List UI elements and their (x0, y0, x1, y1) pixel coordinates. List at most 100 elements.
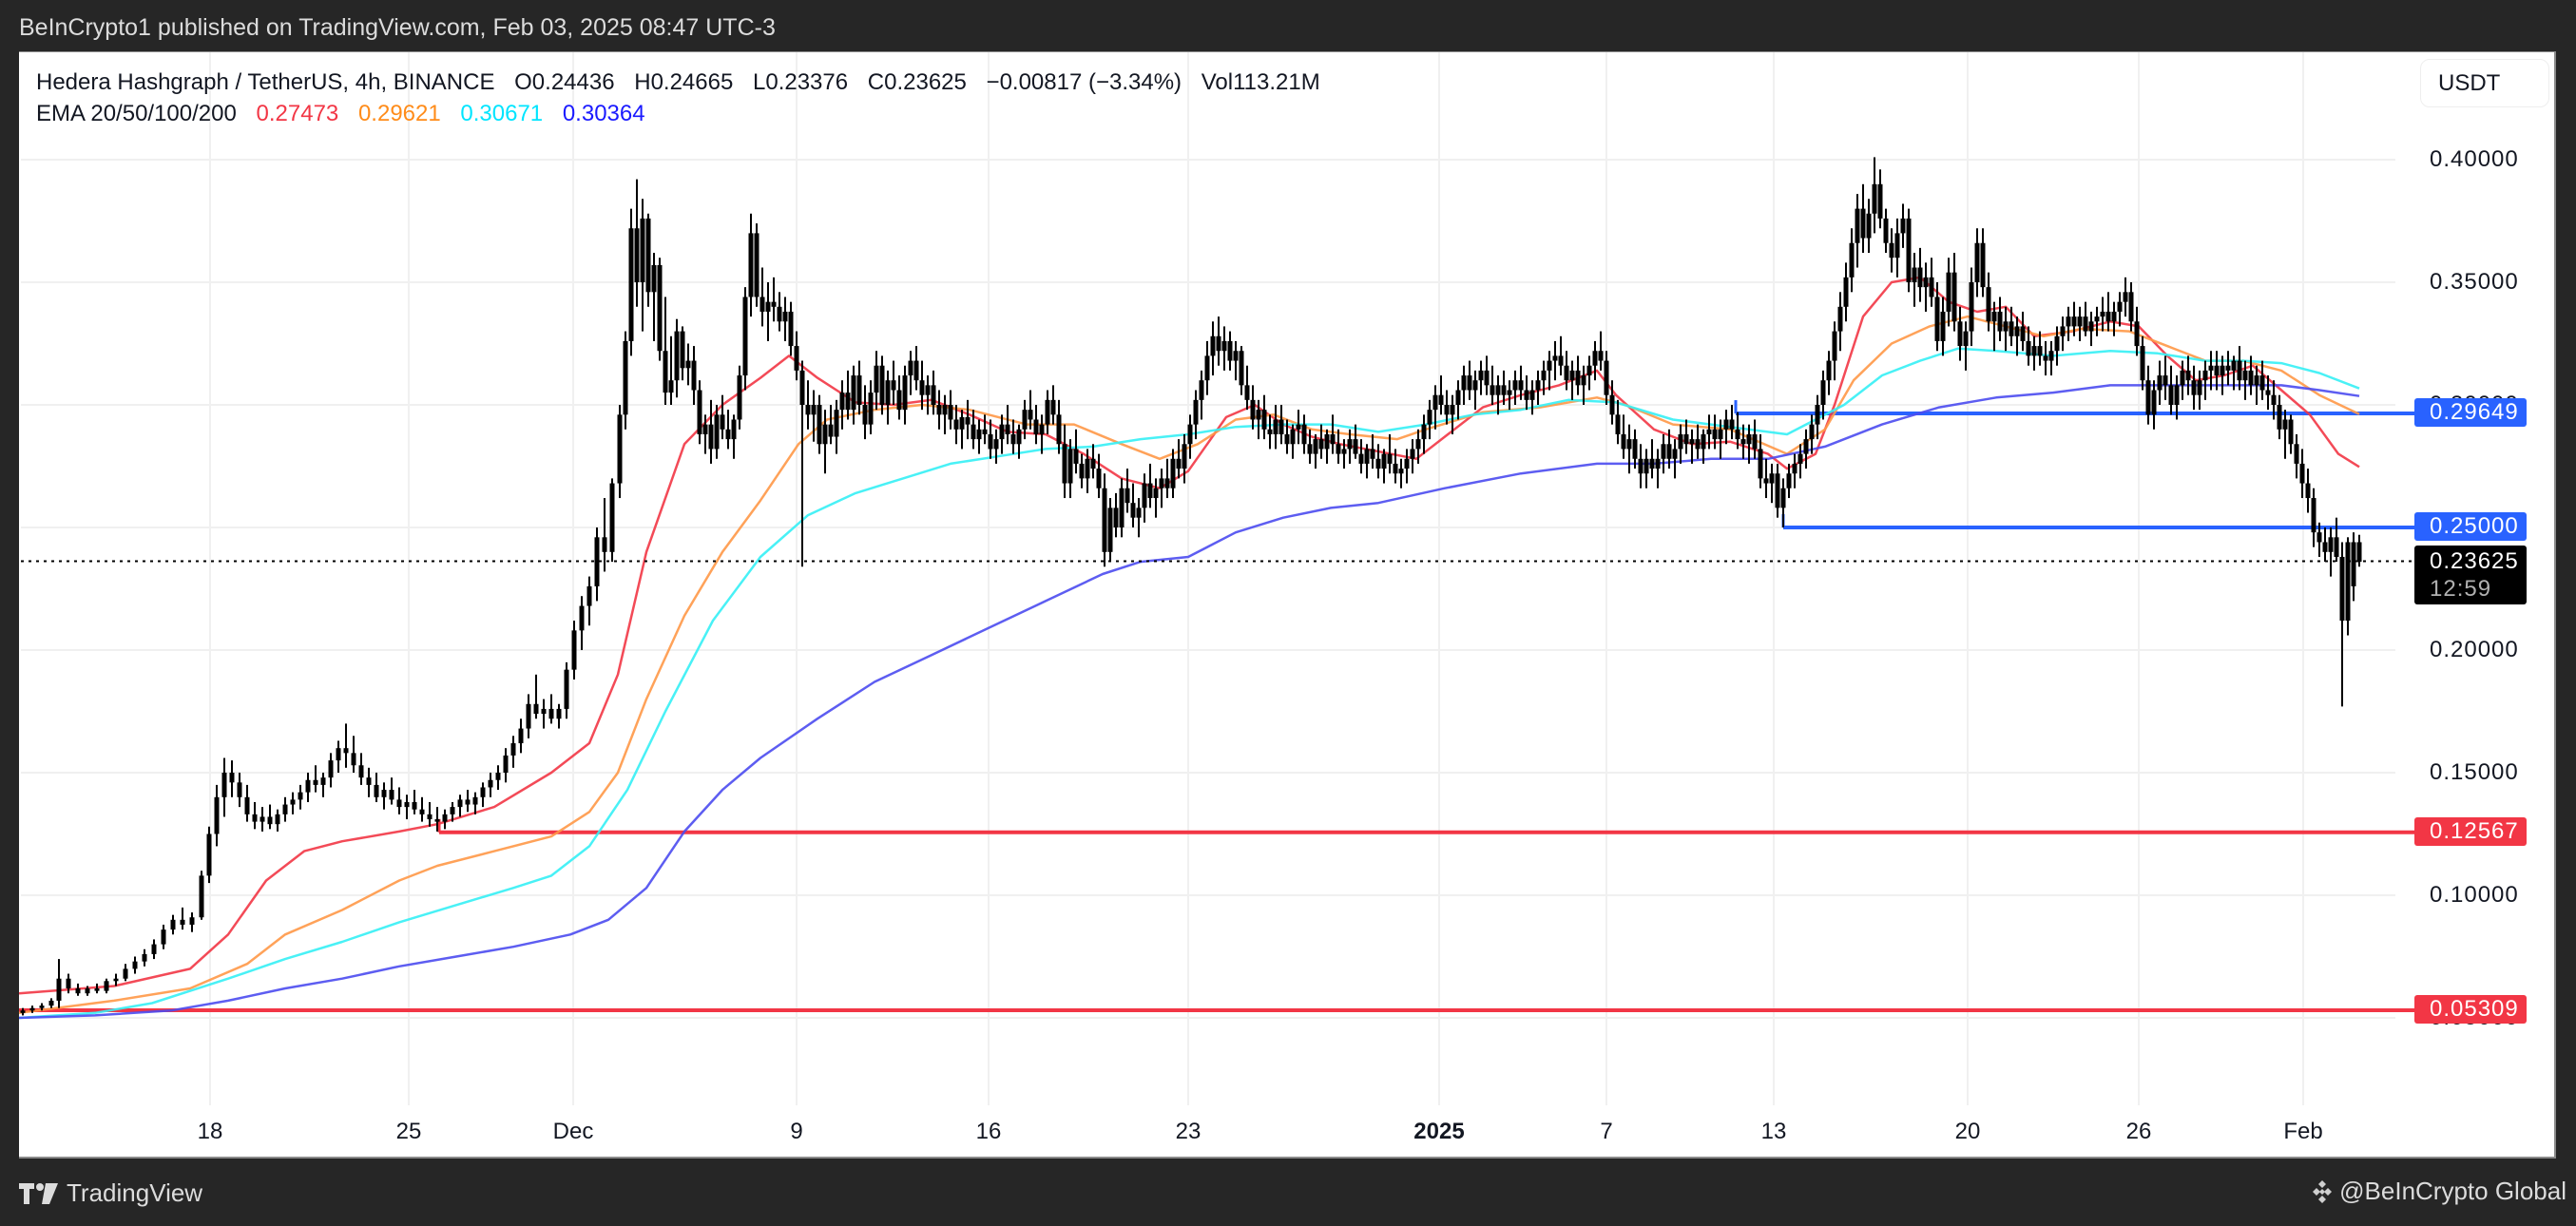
candle-body (2043, 355, 2048, 361)
candle-body (1073, 449, 1079, 464)
high-value: H0.24665 (634, 69, 734, 95)
close-value: C0.23625 (867, 69, 967, 95)
candle-body (799, 370, 805, 405)
candle-body (668, 380, 674, 393)
candle-body (748, 233, 754, 297)
candle-body (1541, 370, 1547, 381)
candle-body (2009, 321, 2014, 336)
ema-line-ema100 (18, 347, 2360, 1020)
candle-body (1678, 433, 1683, 450)
candle-body (2180, 370, 2185, 386)
candle-body (1735, 429, 1740, 440)
candle-body (267, 816, 273, 825)
candle-body (2066, 316, 2071, 327)
candle-body (902, 375, 908, 411)
time-tick-label: 25 (395, 1119, 422, 1144)
time-tick-label: Dec (552, 1119, 594, 1144)
candle-body (427, 814, 433, 820)
candle-body (1125, 488, 1130, 504)
candle-body (1507, 390, 1512, 395)
time-tick-label: 18 (197, 1119, 223, 1144)
candle-body (1917, 267, 1923, 288)
candle-body (1107, 508, 1113, 552)
candle-body (782, 311, 788, 322)
candle-body (1809, 424, 1815, 440)
candle-body (237, 782, 242, 797)
candle-body (628, 228, 634, 341)
candle-body (1005, 424, 1010, 434)
candle-body (759, 297, 765, 312)
candle-body (1472, 380, 1478, 391)
candle-body (594, 537, 600, 586)
candle-body (1518, 380, 1524, 391)
candle-body (651, 264, 657, 293)
time-tick-label: 26 (2125, 1119, 2152, 1144)
candle-body (66, 978, 71, 989)
candle-body (1547, 360, 1552, 371)
candle-body (1661, 444, 1666, 459)
candle-body (1820, 380, 1826, 405)
candle-body (2071, 316, 2077, 327)
candle-body (1130, 503, 1136, 518)
candle-body (1683, 433, 1689, 445)
candle-body (1199, 380, 1204, 400)
candle-body (720, 414, 725, 430)
candle-body (571, 630, 577, 670)
candle-body (29, 1007, 35, 1011)
candle-body (1461, 375, 1467, 391)
candle-body (976, 429, 982, 440)
ema-label[interactable]: EMA 20/50/100/200 (36, 101, 237, 126)
candle-body (1592, 351, 1598, 366)
chart-panel[interactable] (19, 51, 2556, 1159)
candle-body (151, 944, 157, 954)
candle-body (2197, 380, 2202, 395)
candle-body (1273, 419, 1278, 434)
candle-body (1894, 233, 1900, 259)
candle-body (48, 1000, 54, 1006)
candle-body (2214, 365, 2220, 376)
candle-body (885, 380, 891, 405)
candle-body (1775, 473, 1780, 508)
candle-body (959, 416, 965, 430)
candle-body (404, 801, 410, 808)
candle-body (2105, 311, 2111, 322)
candle-body (113, 978, 119, 982)
candle-body (1318, 439, 1324, 450)
candle-body (1889, 242, 1894, 259)
candle-body (1467, 375, 1472, 391)
tradingview-logo[interactable]: TradingView (19, 1178, 202, 1208)
candle-body (123, 968, 128, 979)
candle-body (805, 405, 811, 415)
candle-body (336, 748, 341, 761)
candle-body (2054, 335, 2060, 352)
candle-body (94, 988, 100, 991)
candle-body (1626, 439, 1632, 450)
candle-body (1244, 385, 1250, 400)
symbol-title[interactable]: Hedera Hashgraph / TetherUS, 4h, BINANCE (36, 69, 495, 95)
candle-body (2083, 316, 2088, 332)
candle-body (1450, 405, 1455, 415)
candle-body (1792, 463, 1797, 474)
candle-body (1153, 488, 1159, 499)
candle-body (1085, 458, 1090, 479)
time-tick-label: Feb (2283, 1119, 2323, 1144)
candle-body (381, 790, 387, 797)
candle-body (1706, 429, 1712, 434)
candle-body (1028, 410, 1033, 420)
candle-body (275, 814, 280, 825)
candle-body (845, 393, 851, 411)
candle-body (170, 919, 176, 930)
candle-body (2100, 311, 2105, 317)
candle-body (623, 340, 628, 415)
candle-body (2134, 321, 2140, 347)
currency-button[interactable]: USDT (2420, 59, 2549, 107)
ema100-value: 0.30671 (460, 101, 544, 126)
candle-body (645, 218, 651, 293)
candle-body (1877, 183, 1883, 219)
candle-body (1803, 439, 1809, 454)
candle-body (953, 419, 959, 430)
candle-body (2037, 346, 2043, 356)
candle-body (39, 1006, 45, 1008)
candle-body (2128, 292, 2134, 322)
